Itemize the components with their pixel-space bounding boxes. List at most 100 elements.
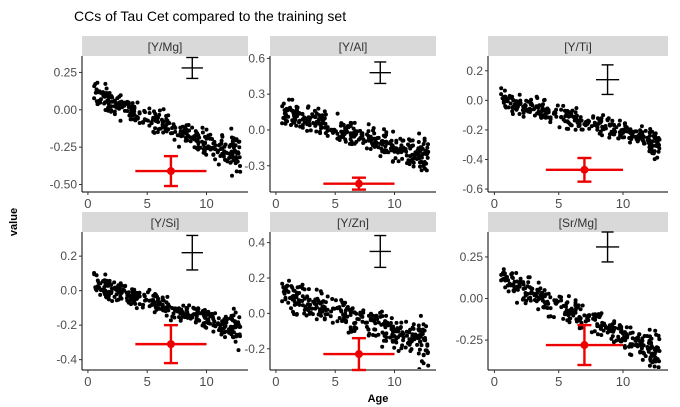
data-point xyxy=(653,328,658,333)
data-point xyxy=(331,306,335,311)
data-point xyxy=(203,134,207,139)
data-point xyxy=(112,112,117,117)
data-point xyxy=(300,282,305,287)
data-point xyxy=(335,305,340,310)
data-point xyxy=(382,127,386,132)
data-point xyxy=(213,324,218,329)
data-point xyxy=(628,352,632,357)
data-point xyxy=(119,296,124,301)
data-point xyxy=(187,128,192,133)
data-point xyxy=(372,319,376,323)
tau-cet-point xyxy=(580,165,589,174)
data-point xyxy=(306,287,311,292)
data-point xyxy=(212,320,217,325)
data-point xyxy=(414,333,419,338)
data-point xyxy=(118,118,123,123)
data-point xyxy=(634,137,639,142)
data-point xyxy=(291,109,295,114)
data-point xyxy=(394,320,399,325)
data-point xyxy=(639,346,644,351)
data-point xyxy=(388,321,393,325)
data-point xyxy=(622,344,627,348)
data-point xyxy=(180,133,185,138)
data-point xyxy=(210,315,215,320)
data-point xyxy=(331,130,335,135)
data-point xyxy=(204,127,209,132)
data-point xyxy=(215,150,220,155)
facet-label: [Y/Ti] xyxy=(564,40,592,54)
facet-sr-mg: [Sr/Mg] -0.25 0.00 0.25 0 5 10 xyxy=(456,212,668,389)
data-point xyxy=(344,320,348,325)
data-point xyxy=(628,140,632,145)
data-point xyxy=(219,138,224,143)
data-point xyxy=(603,325,608,330)
data-point xyxy=(166,113,171,118)
x-tick-label: 0 xyxy=(84,196,91,211)
data-point xyxy=(176,133,181,138)
data-point xyxy=(322,125,327,130)
data-point xyxy=(132,106,137,111)
data-point xyxy=(302,119,307,124)
data-point xyxy=(630,129,635,134)
data-point xyxy=(618,339,623,344)
data-point xyxy=(510,271,515,276)
tau-cet-marker xyxy=(545,156,623,183)
data-point xyxy=(351,328,356,333)
data-point xyxy=(205,317,210,322)
data-point xyxy=(566,126,571,131)
data-point xyxy=(216,316,221,321)
data-point xyxy=(230,152,235,156)
data-point xyxy=(505,283,510,288)
data-point xyxy=(206,309,211,314)
data-point xyxy=(343,139,348,144)
data-point xyxy=(233,161,238,166)
data-point xyxy=(380,149,385,154)
data-point xyxy=(126,102,131,107)
data-point xyxy=(607,325,612,330)
data-point xyxy=(524,98,529,103)
data-point xyxy=(561,316,566,321)
facet-panels: [Y/Mg]-0.50-0.250.000.250 5 10[Y/Al]-0.30.… xyxy=(50,36,668,389)
data-point xyxy=(286,114,291,119)
data-point xyxy=(129,108,134,113)
data-point xyxy=(640,357,645,362)
facet-y-ti: [Y/Ti] -0.6 -0.4 -0.2 0.0 0.2 0 5 10 xyxy=(462,36,668,211)
data-point xyxy=(634,342,639,347)
data-point xyxy=(408,340,413,345)
data-point xyxy=(154,307,159,312)
data-point xyxy=(126,105,131,110)
data-point xyxy=(126,300,131,305)
data-point xyxy=(616,334,621,339)
data-point xyxy=(212,139,217,144)
data-point xyxy=(314,129,319,134)
data-point xyxy=(201,321,206,326)
data-point xyxy=(188,316,193,321)
data-point xyxy=(188,139,193,144)
data-point xyxy=(405,333,409,338)
data-point xyxy=(343,300,348,305)
x-tick-label: 5 xyxy=(332,196,339,211)
data-point xyxy=(287,97,291,102)
typical-error-bar xyxy=(181,234,203,271)
data-point xyxy=(210,137,214,141)
data-point xyxy=(368,134,373,139)
data-point xyxy=(322,109,327,114)
x-tick-label: 10 xyxy=(616,374,630,389)
data-point xyxy=(283,297,288,302)
data-point xyxy=(376,320,381,325)
data-point xyxy=(302,287,307,292)
y-tick-label: 0.2 xyxy=(466,64,483,78)
data-point xyxy=(627,129,631,134)
data-point xyxy=(197,135,202,140)
y-tick-label: 0.0 xyxy=(60,284,77,298)
data-point xyxy=(285,119,290,124)
data-point xyxy=(528,107,533,112)
data-point xyxy=(559,295,564,300)
data-point xyxy=(416,140,421,144)
data-point xyxy=(654,346,659,351)
data-points xyxy=(280,278,431,369)
data-point xyxy=(220,331,225,335)
data-point xyxy=(304,313,309,318)
data-point xyxy=(600,124,605,129)
data-points xyxy=(280,97,431,173)
